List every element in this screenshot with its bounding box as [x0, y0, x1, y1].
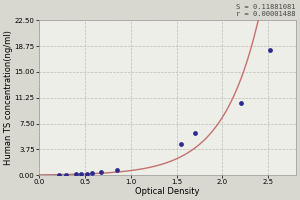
- Point: [193, 131, 197, 134]
- Point: [84, 172, 89, 175]
- Text: S = 0.11881081
r = 0.00001488: S = 0.11881081 r = 0.00001488: [236, 4, 296, 17]
- Y-axis label: Human TS concentration(ng/ml): Human TS concentration(ng/ml): [4, 30, 13, 165]
- Point: [238, 101, 243, 105]
- Point: [115, 169, 119, 172]
- Point: [90, 172, 94, 175]
- Point: [73, 173, 78, 176]
- Point: [99, 171, 104, 174]
- Point: [179, 143, 184, 146]
- X-axis label: Optical Density: Optical Density: [135, 187, 200, 196]
- Point: [64, 173, 69, 176]
- Point: [57, 173, 62, 177]
- Point: [268, 48, 272, 51]
- Point: [79, 172, 83, 176]
